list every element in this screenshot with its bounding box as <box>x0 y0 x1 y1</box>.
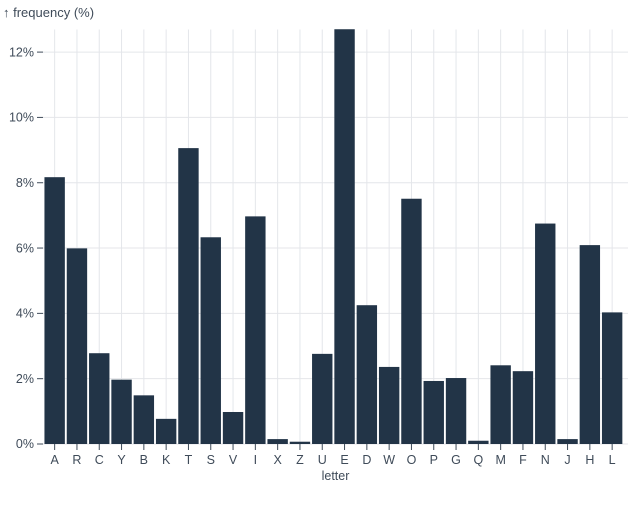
bar-D <box>356 305 378 444</box>
y-tick-label-10: 10% <box>9 111 34 125</box>
x-tick-label-E: E <box>340 453 348 467</box>
bar-H <box>579 245 601 444</box>
bar-K <box>155 418 177 444</box>
bar-L <box>601 312 623 444</box>
x-tick-label-S: S <box>207 453 215 467</box>
x-tick-label-O: O <box>407 453 417 467</box>
x-tick-label-L: L <box>609 453 616 467</box>
x-tick-label-R: R <box>72 453 81 467</box>
bar-J <box>557 439 578 444</box>
bars-group <box>44 29 623 445</box>
bar-B <box>133 395 155 444</box>
bar-F <box>512 371 534 444</box>
bar-Y <box>111 379 132 444</box>
x-tick-label-G: G <box>451 453 461 467</box>
x-axis-title: letter <box>322 469 350 483</box>
bar-T <box>178 148 199 445</box>
x-tick-label-X: X <box>273 453 282 467</box>
y-tick-label-4: 4% <box>16 307 34 321</box>
bar-O <box>401 198 422 444</box>
y-tick-label-6: 6% <box>16 241 34 255</box>
x-tick-label-M: M <box>495 453 505 467</box>
x-tick-label-J: J <box>564 453 570 467</box>
x-tick-label-W: W <box>383 453 395 467</box>
x-tick-label-Z: Z <box>296 453 304 467</box>
bar-C <box>89 353 110 444</box>
x-tick-label-T: T <box>185 453 193 467</box>
x-tick-label-P: P <box>430 453 438 467</box>
x-tick-label-U: U <box>318 453 327 467</box>
x-tick-label-A: A <box>50 453 59 467</box>
x-tick-label-Q: Q <box>473 453 483 467</box>
y-tick-label-2: 2% <box>16 372 34 386</box>
y-tick-label-0: 0% <box>16 437 34 451</box>
bar-X <box>267 439 288 444</box>
x-tick-label-D: D <box>362 453 371 467</box>
bar-N <box>535 223 556 444</box>
bar-E <box>334 29 355 444</box>
y-axis: 0% 2% 4% 6% 8% 10% 12% <box>9 45 43 451</box>
bar-S <box>200 237 221 444</box>
x-tick-label-F: F <box>519 453 527 467</box>
x-tick-label-V: V <box>229 453 238 467</box>
x-tick-label-B: B <box>140 453 148 467</box>
bar-M <box>490 365 511 444</box>
bar-I <box>245 216 266 444</box>
bar-P <box>423 380 444 444</box>
bar-W <box>378 366 400 444</box>
bar-G <box>445 378 467 444</box>
bar-A <box>44 177 65 445</box>
x-tick-label-H: H <box>585 453 594 467</box>
bar-R <box>66 248 88 444</box>
x-tick-label-C: C <box>95 453 104 467</box>
x-tick-label-N: N <box>541 453 550 467</box>
y-tick-label-8: 8% <box>16 176 34 190</box>
bar-V <box>222 411 244 444</box>
bar-Q <box>468 440 489 444</box>
y-axis-title: ↑ frequency (%) <box>3 5 94 20</box>
y-tick-label-12: 12% <box>9 45 34 59</box>
x-tick-label-K: K <box>162 453 171 467</box>
x-tick-label-Y: Y <box>117 453 126 467</box>
bar-U <box>312 353 333 444</box>
bar-Z <box>289 441 311 444</box>
x-tick-label-I: I <box>254 453 257 467</box>
